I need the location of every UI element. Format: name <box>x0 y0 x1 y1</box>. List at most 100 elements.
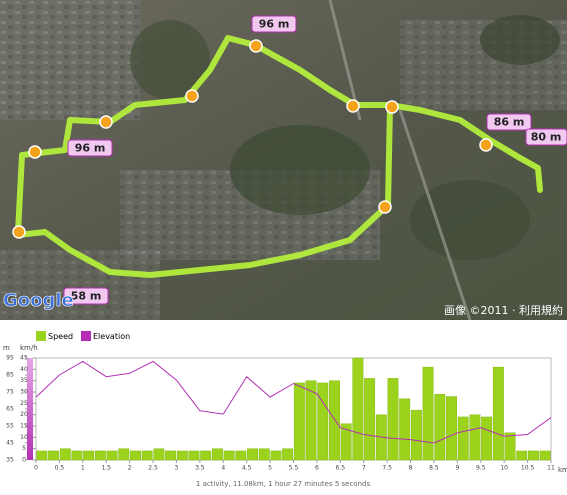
y2-tick-label: 55 <box>6 423 14 430</box>
speed-bar <box>352 357 364 461</box>
speed-bar <box>422 366 434 461</box>
speed-bar <box>282 448 294 461</box>
speed-bar <box>516 450 528 461</box>
y2-tick-label: 75 <box>6 389 14 396</box>
speed-bar <box>317 382 329 461</box>
y-tick-label: 5 <box>22 445 26 452</box>
speed-bar <box>387 378 399 461</box>
speed-bar <box>211 448 223 461</box>
legend-label[interactable]: Elevation <box>93 332 130 341</box>
speed-bar <box>457 416 469 461</box>
legend-swatch <box>81 331 91 341</box>
speed-bar <box>130 450 141 461</box>
legend-swatch <box>36 331 46 341</box>
speed-bar <box>434 394 446 461</box>
map[interactable]: 96 m 96 m 86 m 80 m 58 m Google 画像 ©2011… <box>0 0 567 321</box>
x-tick-label: 10.5 <box>521 465 535 472</box>
x-tick-label: 10 <box>500 465 508 472</box>
speed-bar <box>258 448 270 461</box>
x-tick-label: 7.5 <box>382 465 392 472</box>
speed-bar <box>539 450 551 461</box>
x-tick-label: 0 <box>34 465 38 472</box>
speed-bar <box>446 396 457 461</box>
speed-bar <box>504 432 516 461</box>
x-tick-label: 3.5 <box>195 465 205 472</box>
speed-bar <box>293 382 305 461</box>
chart: Speed Elevation m km/h km 1 activity, 11… <box>0 320 567 491</box>
x-tick-label: 7 <box>362 465 366 472</box>
speed-bar <box>329 380 340 461</box>
speed-bar <box>399 398 411 461</box>
y-tick-label: 40 <box>20 366 28 373</box>
speed-bar <box>469 414 481 461</box>
x-tick-label: 1 <box>81 465 85 472</box>
x-tick-label: 3 <box>175 465 179 472</box>
speed-bar <box>176 450 188 461</box>
x-tick-label: 8.5 <box>429 465 439 472</box>
y-tick-label: 0 <box>22 457 26 464</box>
speed-bar <box>48 450 60 461</box>
speed-bar <box>153 448 165 461</box>
speed-bar <box>36 450 48 461</box>
marker-label[interactable]: 86 m <box>494 116 525 129</box>
y2-tick-label: 35 <box>6 457 14 464</box>
x-tick-label: 5.5 <box>289 465 299 472</box>
y-tick-label: 15 <box>20 423 28 430</box>
speed-bar <box>235 450 247 461</box>
marker-label[interactable]: 96 m <box>75 142 106 155</box>
speed-bar <box>223 450 235 461</box>
x-axis-label: km <box>558 466 567 474</box>
y-tick-label: 45 <box>20 355 28 362</box>
y-axis-label: km/h <box>20 344 38 352</box>
x-tick-label: 6.5 <box>336 465 346 472</box>
x-tick-label: 6 <box>315 465 319 472</box>
speed-bar <box>270 450 282 461</box>
y2-tick-label: 65 <box>6 406 14 413</box>
x-tick-label: 9.5 <box>476 465 486 472</box>
y-tick-label: 35 <box>20 377 28 384</box>
y-tick-label: 20 <box>20 411 28 418</box>
marker-label[interactable]: 80 m <box>531 131 562 144</box>
speed-bar <box>200 450 212 461</box>
y2-tick-label: 45 <box>6 440 14 447</box>
speed-bar <box>247 448 258 461</box>
x-tick-label: 11 <box>547 465 555 472</box>
x-tick-label: 4 <box>221 465 225 472</box>
speed-bar <box>481 416 493 461</box>
speed-bar <box>106 450 118 461</box>
map-logo: Google <box>3 290 74 311</box>
y-tick-label: 30 <box>20 389 28 396</box>
x-tick-label: 8 <box>409 465 413 472</box>
speed-bar <box>165 450 177 461</box>
speed-bar <box>141 450 153 461</box>
x-tick-label: 1.5 <box>101 465 111 472</box>
x-tick-label: 2 <box>128 465 132 472</box>
x-tick-label: 2.5 <box>148 465 158 472</box>
legend-label[interactable]: Speed <box>48 332 73 341</box>
speed-bar <box>83 450 95 461</box>
speed-bar <box>527 450 539 461</box>
y-tick-label: 10 <box>20 434 28 441</box>
x-tick-label: 9 <box>455 465 459 472</box>
x-tick-label: 4.5 <box>242 465 252 472</box>
speed-bar <box>492 366 504 461</box>
speed-bar <box>188 450 200 461</box>
speed-bar <box>71 450 83 461</box>
speed-bar <box>118 448 130 461</box>
map-copyright[interactable]: 画像 ©2011 · 利用規約 <box>444 303 563 317</box>
y2-tick-label: 85 <box>6 372 14 379</box>
elevation-markers: 96 m 96 m 86 m 80 m 58 m <box>63 15 567 305</box>
speed-bar <box>305 380 317 461</box>
speed-bar <box>340 423 352 461</box>
x-tick-label: 5 <box>268 465 272 472</box>
y2-axis-label: m <box>3 344 10 352</box>
x-tick-label: 0.5 <box>55 465 65 472</box>
marker-label[interactable]: 58 m <box>71 290 102 303</box>
speed-bar <box>59 448 71 461</box>
speed-bar <box>410 409 422 461</box>
marker-label[interactable]: 96 m <box>259 18 290 31</box>
elevation-line <box>35 360 552 444</box>
speed-bar <box>364 378 376 461</box>
speed-bar <box>94 450 106 461</box>
